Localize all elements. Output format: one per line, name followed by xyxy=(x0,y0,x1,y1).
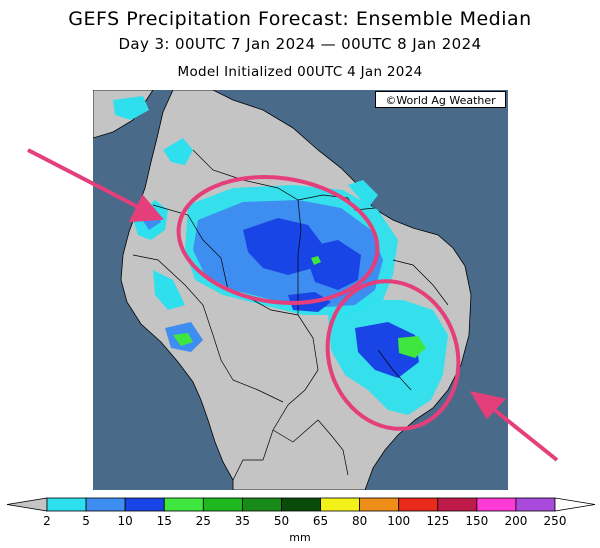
colorbar: 2 5 10 15 25 35 50 65 80 100 125 150 200 250 xyxy=(6,497,596,528)
annotation-ellipse-northeast xyxy=(325,279,461,431)
colorbar-tick-label: 35 xyxy=(235,514,250,528)
colorbar-tick-label: 15 xyxy=(157,514,172,528)
colorbar-tick-label: 50 xyxy=(274,514,289,528)
colorbar-swatch xyxy=(515,497,556,512)
colorbar-swatch xyxy=(46,497,87,512)
map-title: GEFS Precipitation Forecast: Ensemble Me… xyxy=(68,8,532,30)
colorbar-swatch xyxy=(163,497,204,512)
colorbar-swatch xyxy=(320,497,361,512)
colorbar-tick-label: 100 xyxy=(387,514,410,528)
colorbar-swatch xyxy=(124,497,165,512)
colorbar-swatch xyxy=(241,497,282,512)
colorbar-tick-label: 65 xyxy=(313,514,328,528)
colorbar-tick-label: 5 xyxy=(82,514,90,528)
colorbar-tick-label: 2 xyxy=(43,514,51,528)
colorbar-swatch xyxy=(202,497,243,512)
credit-label: ©World Ag Weather xyxy=(375,91,506,108)
precip-shading xyxy=(113,96,448,415)
colorbar-tick-label: 125 xyxy=(426,514,449,528)
colorbar-tick-label: 80 xyxy=(352,514,367,528)
precipitation-map xyxy=(93,90,508,490)
colorbar-unit: mm xyxy=(289,531,311,544)
colorbar-tick-label: 200 xyxy=(504,514,527,528)
colorbar-tick-label: 10 xyxy=(118,514,133,528)
colorbar-tick-label: 150 xyxy=(465,514,488,528)
colorbar-tick-label: 25 xyxy=(196,514,211,528)
colorbar-under-triangle xyxy=(6,497,48,512)
colorbar-swatch xyxy=(476,497,517,512)
colorbar-over-triangle xyxy=(554,497,596,512)
colorbar-swatch xyxy=(85,497,126,512)
annotation-ellipse-amazon xyxy=(176,175,380,305)
annotations xyxy=(176,175,461,431)
colorbar-tick-label: 250 xyxy=(544,514,567,528)
forecast-period: Day 3: 00UTC 7 Jan 2024 — 00UTC 8 Jan 20… xyxy=(118,35,482,53)
colorbar-swatch xyxy=(281,497,321,512)
colorbar-swatch xyxy=(359,497,400,512)
model-init-time: Model Initialized 00UTC 4 Jan 2024 xyxy=(177,64,423,80)
colorbar-swatch xyxy=(437,497,478,512)
colorbar-swatch xyxy=(398,497,439,512)
